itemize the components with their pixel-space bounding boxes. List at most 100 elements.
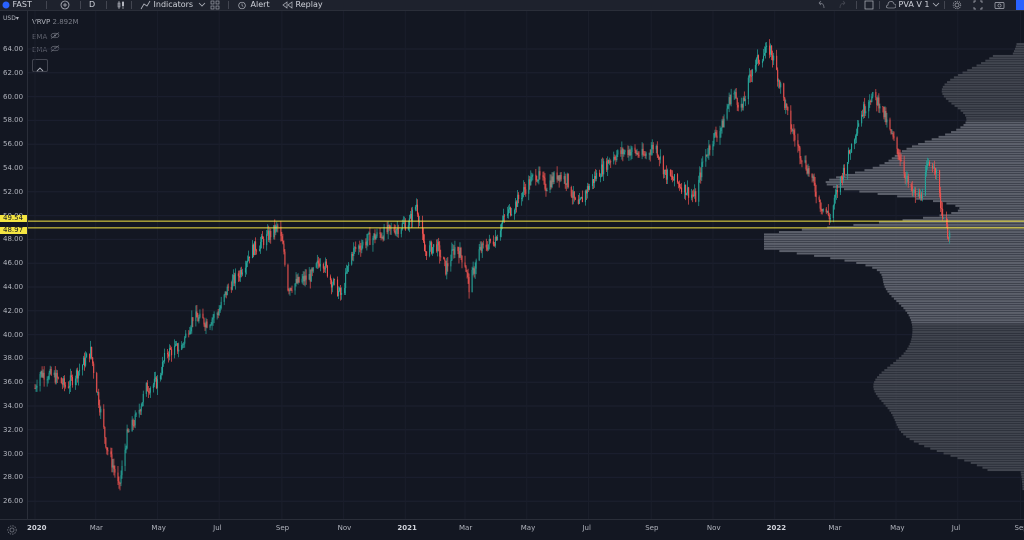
legend-vrvp[interactable]: VRVP 2.892M — [32, 18, 79, 26]
volume-profile-bar — [872, 166, 1024, 169]
candle-body — [387, 225, 389, 233]
volume-profile-bar — [778, 231, 1024, 234]
timezone-settings-icon[interactable] — [6, 524, 18, 536]
price-axis[interactable]: USD▾ 64.00 62.00 60.00 58.00 56.00 54.00 52.00… — [0, 11, 28, 519]
candle-body — [801, 160, 803, 162]
volume-profile-bar — [939, 214, 1024, 217]
horizontal-levels[interactable] — [28, 220, 1024, 229]
candle-body — [918, 192, 920, 198]
candle-body — [723, 118, 725, 128]
candle-body — [204, 324, 206, 328]
publish-button[interactable] — [1016, 0, 1024, 10]
candle-body — [773, 55, 775, 61]
candle-body — [748, 74, 750, 78]
templates-dropdown[interactable] — [198, 0, 206, 10]
volume-profile-bar — [864, 169, 1024, 172]
volume-profile-bar — [938, 135, 1024, 138]
candle-body — [358, 245, 360, 249]
collapse-legend-button[interactable] — [32, 59, 48, 72]
candle-body — [595, 175, 597, 179]
candle-body — [804, 160, 806, 162]
candle-body — [451, 249, 453, 261]
candle-body — [712, 144, 714, 150]
redo-button[interactable] — [838, 0, 848, 10]
candle-body — [924, 172, 926, 196]
candle-body — [608, 160, 610, 164]
candle-body — [532, 174, 534, 176]
volume-profile-bar — [832, 185, 1024, 188]
toolbar-divider — [106, 1, 107, 9]
candle-body — [141, 402, 143, 407]
time-axis[interactable]: 2020 Mar May Jul Sep Nov 2021 Mar May Jul Sep Nov 20… — [0, 519, 1024, 540]
save-layout-button[interactable]: PVA V 1 — [886, 0, 940, 10]
candle-body — [523, 187, 525, 193]
candle-body — [53, 372, 55, 375]
alert-button[interactable]: Alert — [237, 0, 270, 10]
volume-profile-bar — [908, 345, 1024, 348]
candle-body — [514, 210, 516, 215]
candle-body — [521, 198, 523, 200]
legend-ema-1[interactable]: EMA — [32, 32, 60, 41]
volume-profile-bar — [873, 388, 1024, 391]
candle-body — [515, 201, 517, 211]
candle-body — [311, 269, 313, 272]
volume-profile-bar — [963, 112, 1024, 115]
candle-body — [459, 247, 461, 258]
price-chart[interactable] — [28, 11, 1024, 519]
candle-body — [644, 154, 646, 156]
volume-profile-bar — [874, 381, 1024, 383]
candle-body — [508, 207, 511, 210]
candle-body — [920, 194, 922, 199]
candle-body — [217, 313, 219, 316]
candle-body — [701, 162, 703, 178]
undo-button[interactable] — [816, 0, 826, 10]
candle-body — [352, 253, 354, 257]
candle-body — [839, 176, 841, 193]
candle-body — [146, 382, 148, 392]
candle-body — [156, 379, 158, 389]
volume-profile-bar — [946, 202, 1024, 205]
volume-profile-bar — [912, 328, 1024, 331]
eye-hidden-icon[interactable] — [50, 32, 60, 39]
volume-profile-bar — [877, 395, 1024, 398]
add-symbol-icon — [60, 0, 70, 10]
volume-profile-bar — [905, 309, 1024, 312]
symbol-search[interactable]: FAST — [2, 0, 32, 10]
candle-body — [478, 249, 480, 261]
candle-body — [295, 278, 297, 284]
volume-profile-bar — [879, 373, 1024, 376]
candle-body — [96, 373, 98, 393]
indicators-button[interactable]: Indicators — [140, 0, 193, 10]
candle-body — [826, 210, 828, 213]
candle-body — [897, 148, 899, 156]
volume-profile-bar — [911, 335, 1024, 338]
candle-body — [104, 426, 106, 438]
layout-select-button[interactable] — [864, 0, 874, 10]
interval-button[interactable]: D — [89, 0, 95, 10]
chart-type-button[interactable] — [116, 0, 126, 10]
replay-button[interactable]: Replay — [282, 0, 323, 10]
candle-body — [171, 349, 173, 356]
candle-body — [487, 244, 489, 250]
currency-label[interactable]: USD▾ — [3, 15, 19, 22]
candle-body — [450, 260, 452, 267]
snapshot-button[interactable] — [994, 0, 1005, 10]
volume-profile-bar — [853, 223, 1024, 226]
candle-body — [805, 160, 807, 170]
candle-body — [168, 354, 170, 357]
volume-profile-bar — [966, 116, 1024, 119]
candle-body — [542, 175, 544, 177]
candle-body — [206, 321, 208, 328]
compare-button[interactable] — [60, 0, 70, 10]
candle-body — [351, 253, 353, 265]
candle-body — [714, 132, 716, 134]
candle-body — [836, 190, 838, 193]
layouts-button[interactable] — [210, 0, 220, 10]
candle-body — [346, 271, 348, 273]
fullscreen-button[interactable] — [973, 0, 983, 10]
candle-body — [133, 425, 135, 427]
candle-body — [791, 129, 793, 131]
settings-button[interactable] — [952, 0, 962, 10]
candle-body — [394, 231, 396, 234]
symbol-label: FAST — [12, 0, 32, 9]
